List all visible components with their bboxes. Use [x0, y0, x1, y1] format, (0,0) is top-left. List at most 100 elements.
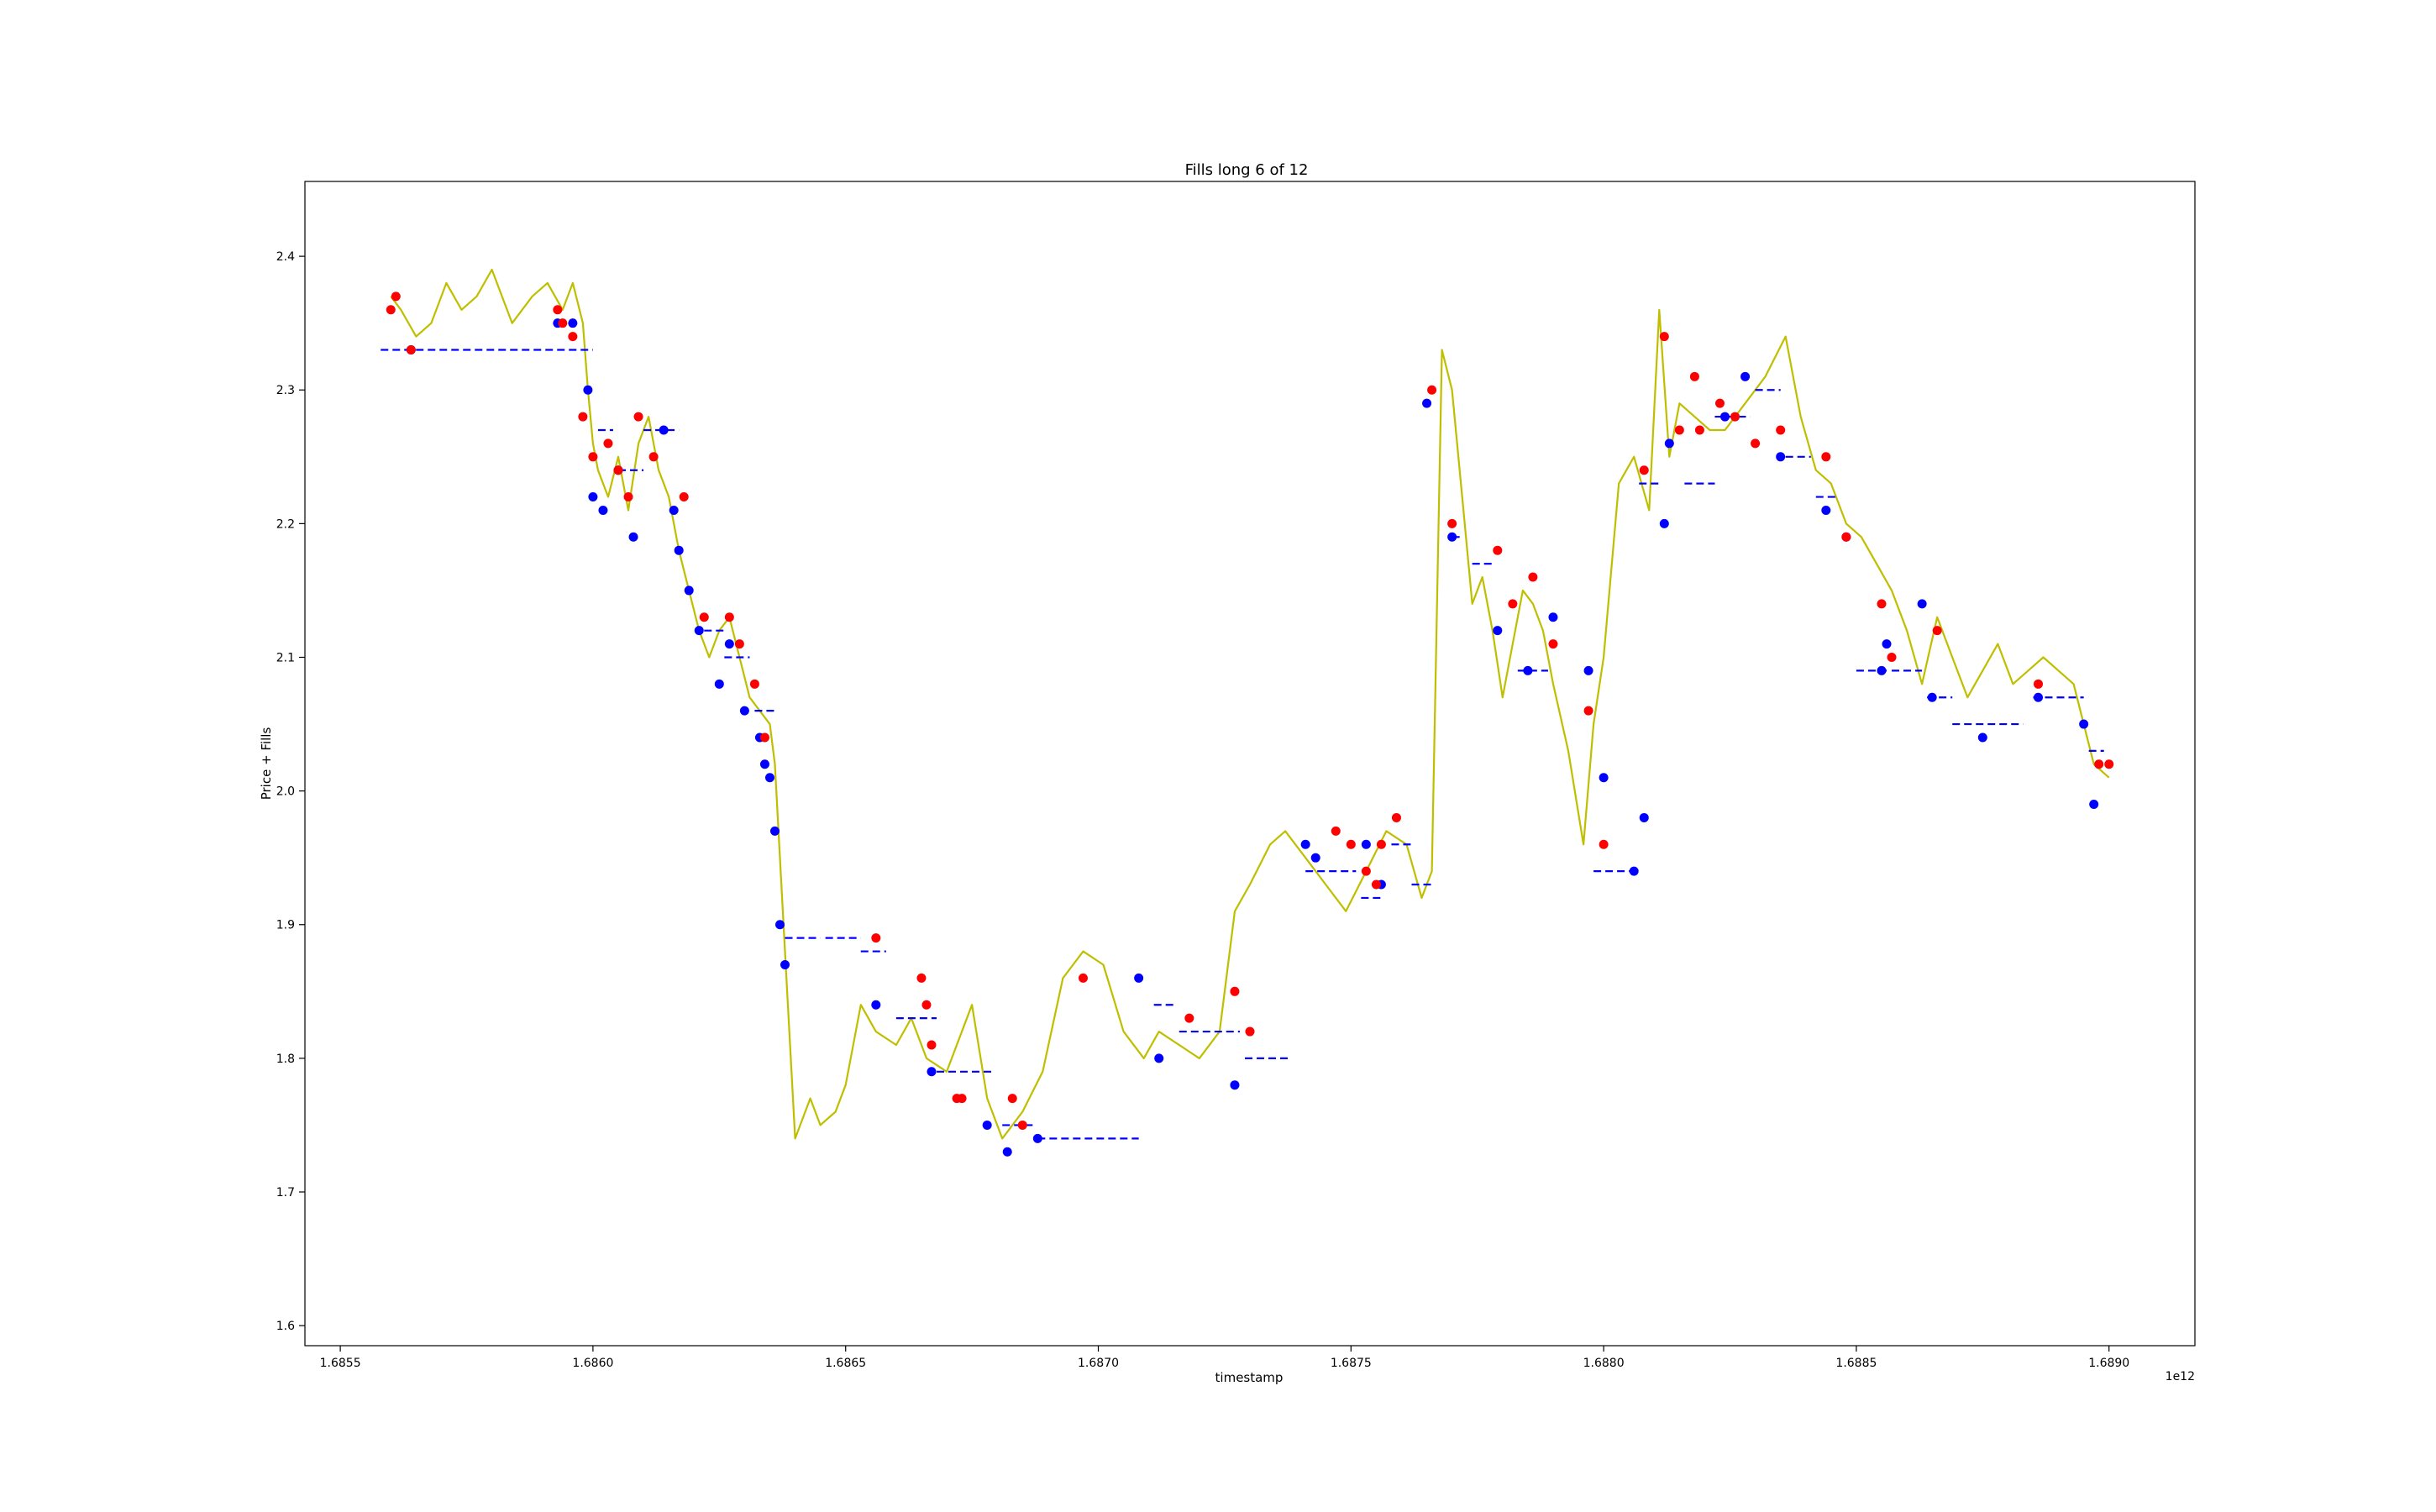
sell-fill-marker: [553, 305, 563, 315]
sell-fill-marker: [1361, 866, 1371, 876]
buy-fill-marker: [1740, 371, 1751, 381]
sell-fill-marker: [1887, 652, 1897, 662]
sell-fill-marker: [1528, 572, 1538, 582]
x-tick-label: 1.6865: [825, 1357, 866, 1370]
sell-fill-marker: [386, 305, 396, 315]
sell-fill-marker: [1730, 412, 1740, 422]
chart-title: Fills long 6 of 12: [1185, 161, 1309, 179]
buy-fill-marker: [759, 759, 769, 769]
buy-fill-marker: [1002, 1147, 1012, 1157]
buy-fill-marker: [1493, 626, 1503, 636]
buy-fill-marker: [871, 1000, 881, 1010]
x-tick-label: 1.6890: [2088, 1357, 2129, 1370]
buy-fill-marker: [1583, 665, 1593, 675]
buy-fill-marker: [1629, 866, 1639, 876]
buy-fill-marker: [684, 585, 694, 596]
x-tick-label: 1.6855: [320, 1357, 361, 1370]
buy-fill-marker: [659, 425, 669, 435]
y-tick-label: 2.1: [276, 651, 295, 664]
buy-fill-marker: [982, 1120, 992, 1130]
buy-fill-marker: [1300, 839, 1310, 849]
sell-fill-marker: [1714, 398, 1725, 408]
y-tick-label: 1.8: [276, 1053, 295, 1066]
buy-fill-marker: [2089, 800, 2099, 810]
buy-fill-marker: [1154, 1053, 1164, 1063]
buy-fill-marker: [598, 505, 608, 515]
sell-fill-marker: [603, 438, 613, 449]
buy-fill-marker: [1639, 812, 1649, 822]
sell-fill-marker: [2094, 759, 2104, 769]
sell-fill-marker: [1583, 706, 1593, 716]
buy-fill-marker: [714, 679, 724, 689]
sell-fill-marker: [1689, 371, 1699, 381]
buy-fill-marker: [1664, 438, 1674, 449]
sell-fill-marker: [1007, 1094, 1017, 1104]
sell-fill-marker: [871, 933, 881, 943]
y-tick-label: 1.7: [276, 1186, 295, 1200]
sell-fill-marker: [1371, 879, 1381, 890]
sell-fill-marker: [588, 452, 598, 462]
sell-fill-marker: [648, 452, 659, 462]
buy-fill-marker: [628, 532, 638, 542]
y-tick-label: 2.2: [276, 517, 295, 531]
buy-fill-marker: [780, 959, 790, 969]
buy-fill-marker: [1659, 518, 1669, 528]
buy-fill-marker: [1310, 853, 1320, 863]
sell-fill-marker: [1599, 839, 1609, 849]
sell-fill-marker: [1493, 545, 1503, 555]
sell-fill-marker: [1639, 465, 1649, 475]
sell-fill-marker: [1346, 839, 1356, 849]
sell-fill-marker: [1078, 973, 1088, 983]
buy-fill-marker: [669, 505, 679, 515]
buy-fill-marker: [1927, 692, 1937, 702]
buy-fill-marker: [1447, 532, 1457, 542]
sell-fill-marker: [623, 492, 633, 502]
sell-fill-marker: [1548, 639, 1558, 649]
axis-ticks: 1.6855 1.6860 1.6865 1.6870 1.6875 1.6880 1.68…: [276, 250, 2129, 1370]
buy-fill-marker: [1882, 639, 1892, 649]
sell-fill-marker: [1841, 532, 1851, 542]
sell-fill-marker: [1376, 839, 1386, 849]
buy-fill-marker: [1877, 665, 1887, 675]
buy-fill-marker: [674, 545, 684, 555]
sell-fill-marker: [724, 612, 734, 622]
buy-fill-marker: [1977, 732, 1987, 743]
buy-fill-marker: [1776, 452, 1786, 462]
sell-fill-marker: [391, 291, 401, 302]
buy-fill-marker: [1720, 412, 1730, 422]
y-axis-label: Price + Fills: [259, 727, 274, 801]
sell-fill-marker: [2034, 679, 2044, 689]
buy-fill-marker: [2079, 719, 2089, 729]
buy-fill-marker: [724, 639, 734, 649]
sell-fill-marker: [1508, 599, 1518, 609]
buy-fill-marker: [1917, 599, 1927, 609]
buy-fill-marker: [739, 706, 749, 716]
sell-fill-marker: [1331, 826, 1341, 836]
sell-fill-marker: [1245, 1026, 1255, 1037]
buy-fill-marker: [568, 318, 578, 328]
buy-fill-marker: [1134, 973, 1144, 983]
x-tick-label: 1.6860: [572, 1357, 613, 1370]
x-tick-label: 1.6870: [1078, 1357, 1119, 1370]
buy-fill-marker: [694, 626, 704, 636]
sell-fill-marker: [568, 332, 578, 342]
buy-fill-marker: [764, 773, 774, 783]
sell-fill-marker: [699, 612, 709, 622]
x-tick-label: 1.6880: [1583, 1357, 1625, 1370]
buy-fill-marker: [927, 1067, 937, 1077]
y-tick-label: 1.6: [276, 1320, 295, 1333]
sell-fill-marker: [1184, 1013, 1194, 1023]
sell-fill-marker: [1821, 452, 1831, 462]
buy-fill-marker: [588, 492, 598, 502]
sell-fill-marker: [1391, 812, 1401, 822]
buy-fill-marker: [769, 826, 780, 836]
sell-fill-marker: [679, 492, 689, 502]
y-tick-label: 2.3: [276, 384, 295, 397]
sell-fill-marker: [916, 973, 927, 983]
x-axis-label: timestamp: [1215, 1370, 1284, 1385]
sell-fill-marker: [921, 1000, 932, 1010]
buy-fill-marker: [1821, 505, 1831, 515]
buy-fill-marker: [1548, 612, 1558, 622]
buy-fill-marker: [1523, 665, 1533, 675]
